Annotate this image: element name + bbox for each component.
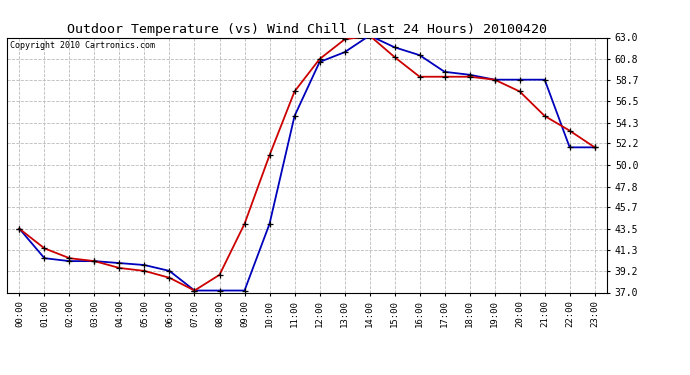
Text: Copyright 2010 Cartronics.com: Copyright 2010 Cartronics.com	[10, 41, 155, 50]
Title: Outdoor Temperature (vs) Wind Chill (Last 24 Hours) 20100420: Outdoor Temperature (vs) Wind Chill (Las…	[67, 23, 547, 36]
